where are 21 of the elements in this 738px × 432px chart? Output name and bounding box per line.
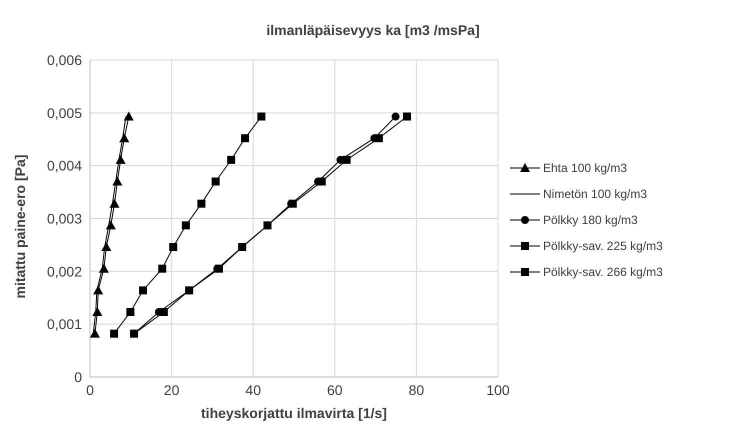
chart-title: ilmanläpäisevyys ka [m3 /msPa] xyxy=(265,22,481,38)
y-axis-title: mitattu paine-ero [Pa] xyxy=(12,154,28,298)
x-tick-label: 100 xyxy=(486,382,510,398)
x-axis-title: tiheyskorjattu ilmavirta [1/s] xyxy=(201,405,387,421)
x-tick-label: 0 xyxy=(86,382,94,398)
y-tick-label: 0,003 xyxy=(46,210,82,226)
y-tick-label: 0,001 xyxy=(46,316,82,332)
y-tick-label: 0,006 xyxy=(46,52,82,68)
y-tick-label: 0,002 xyxy=(46,263,82,280)
x-tick-label: 60 xyxy=(327,382,343,398)
legend-label: Pölkky 180 kg/m3 xyxy=(543,213,638,227)
legend-label: Nimetön 100 kg/m3 xyxy=(543,187,648,201)
x-tick-label: 20 xyxy=(164,382,180,398)
legend-label: Pölkky-sav. 266 kg/m3 xyxy=(543,265,663,279)
x-tick-label: 40 xyxy=(245,382,262,398)
y-tick-label: 0,005 xyxy=(46,104,82,121)
legend-label: Pölkky-sav. 225 kg/m3 xyxy=(543,239,663,253)
y-tick-label: 0,004 xyxy=(46,158,82,174)
x-tick-label: 80 xyxy=(408,382,424,398)
y-tick-label: 0 xyxy=(74,368,82,385)
legend-label: Ehta 100 kg/m3 xyxy=(543,161,628,175)
